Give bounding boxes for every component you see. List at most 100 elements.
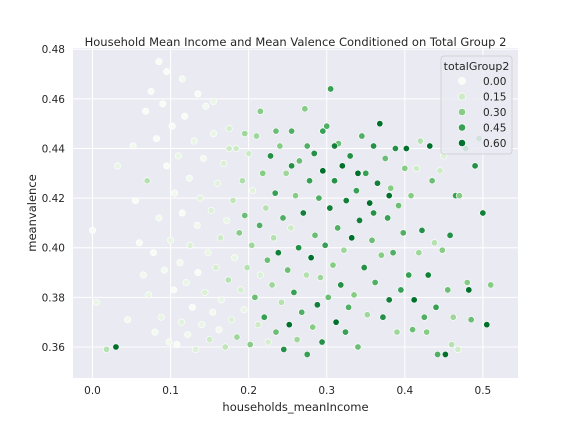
scatter-point (327, 85, 335, 93)
scatter-point (284, 266, 292, 274)
scatter-point (210, 97, 218, 105)
scatter-point (178, 209, 186, 217)
scatter-point (293, 336, 301, 344)
scatter-point (209, 308, 217, 316)
scatter-point (173, 341, 181, 349)
scatter-point (238, 177, 246, 185)
scatter-point (385, 192, 393, 200)
legend-entry-label: 0.00 (483, 76, 506, 88)
scatter-point (153, 135, 161, 143)
scatter-point (337, 281, 345, 289)
scatter-point (241, 211, 249, 219)
scatter-point (395, 202, 403, 210)
scatter-point (256, 221, 264, 229)
scatter-point (410, 296, 418, 304)
scatter-point (199, 154, 207, 162)
scatter-point (224, 276, 232, 284)
scatter-point (165, 338, 173, 346)
scatter-point (401, 164, 409, 172)
legend-marker (458, 123, 466, 132)
scatter-point (176, 259, 184, 267)
scatter-point (149, 249, 157, 257)
scatter-point (277, 298, 285, 306)
scatter-point (233, 333, 241, 341)
scatter-point (301, 105, 309, 113)
scatter-point (155, 214, 163, 222)
scatter-point (428, 177, 436, 185)
scatter-point (409, 326, 417, 334)
scatter-point (354, 343, 362, 351)
scatter-point (331, 177, 339, 185)
scatter-point (345, 303, 353, 311)
scatter-point (454, 345, 462, 353)
scatter-point (181, 112, 189, 120)
scatter-point (287, 224, 295, 232)
scatter-point (332, 318, 340, 326)
scatter-point (274, 249, 282, 257)
scatter-point (471, 162, 479, 170)
x-tick-label: 0.5 (475, 385, 492, 397)
scatter-point (291, 192, 299, 200)
scatter-point (204, 249, 212, 257)
scatter-point (192, 345, 200, 353)
scatter-point (290, 288, 298, 296)
chart-title: Household Mean Income and Mean Valence C… (85, 35, 507, 49)
scatter-point (232, 144, 240, 152)
y-tick-label: 0.44 (42, 143, 66, 155)
scatter-point (206, 336, 214, 344)
x-tick-label: 0.0 (84, 385, 101, 397)
scatter-point (350, 291, 358, 299)
scatter-point (405, 271, 413, 279)
scatter-point (212, 264, 220, 272)
scatter-point (251, 293, 259, 301)
scatter-point (193, 221, 201, 229)
scatter-point (252, 132, 260, 140)
scatter-point (240, 306, 248, 314)
scatter-point (188, 303, 196, 311)
scatter-point (89, 226, 97, 234)
scatter-point (147, 87, 155, 95)
scatter-point (448, 341, 456, 349)
scatter-point (303, 142, 311, 150)
scatter-point (483, 321, 491, 329)
scatter-point (207, 207, 215, 215)
scatter-point (311, 231, 319, 239)
scatter-point (259, 169, 267, 177)
x-tick-label: 0.2 (240, 385, 257, 397)
scatter-point (168, 122, 176, 130)
scatter-point (381, 154, 389, 162)
scatter-point (198, 321, 206, 329)
scatter-point (194, 269, 202, 277)
scatter-point (282, 169, 290, 177)
scatter-point (260, 313, 268, 321)
scatter-point (295, 157, 303, 165)
y-tick-label: 0.36 (42, 342, 66, 354)
legend-entry-label: 0.15 (483, 92, 506, 104)
legend-title: totalGroup2 (444, 60, 510, 73)
scatter-point (159, 100, 167, 108)
scatter-point (124, 316, 132, 324)
y-tick-label: 0.40 (42, 243, 65, 255)
scatter-point (315, 194, 323, 202)
scatter-point (455, 192, 463, 200)
scatter-point (387, 184, 395, 192)
legend-marker (458, 92, 466, 101)
scatter-point (449, 313, 457, 321)
legend-marker (458, 139, 466, 147)
scatter-point (210, 130, 218, 138)
legend: totalGroup2 0.00 0.15 0.30 0.45 0.60 (440, 55, 513, 155)
scatter-point (92, 298, 100, 306)
scatter-point (463, 278, 471, 286)
scatter-point (465, 286, 473, 294)
scatter-point (352, 187, 360, 195)
scatter-point (362, 169, 370, 177)
scatter-point (441, 350, 449, 358)
scatter-point (354, 169, 362, 177)
scatter-point (288, 127, 296, 135)
scatter-point (313, 301, 321, 309)
data-points (89, 58, 495, 358)
scatter-point (358, 132, 366, 140)
scatter-point (424, 271, 432, 279)
scatter-point (368, 236, 376, 244)
scatter-point (213, 179, 221, 187)
